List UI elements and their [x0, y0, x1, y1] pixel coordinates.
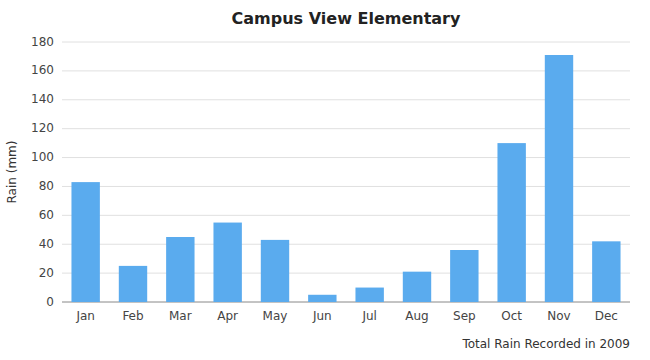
- y-tick-label: 140: [31, 92, 54, 106]
- bar: [166, 237, 194, 302]
- bar: [213, 223, 241, 302]
- bar: [119, 266, 147, 302]
- x-tick-label: Sep: [453, 309, 476, 323]
- y-tick-label: 0: [46, 295, 54, 309]
- y-tick-label: 180: [31, 35, 54, 49]
- bar: [497, 143, 525, 302]
- x-tick-label: Nov: [547, 309, 570, 323]
- bar: [403, 272, 431, 302]
- x-tick-label: Apr: [217, 309, 238, 323]
- y-tick-label: 20: [39, 266, 54, 280]
- x-tick-label: Jun: [312, 309, 332, 323]
- bar: [308, 295, 336, 302]
- bar: [71, 182, 99, 302]
- x-tick-label: Aug: [405, 309, 428, 323]
- y-tick-label: 60: [39, 208, 54, 222]
- grid-line: [62, 42, 630, 43]
- x-tick-label: Dec: [595, 309, 618, 323]
- y-tick-label: 160: [31, 63, 54, 77]
- title: Campus View Elementary: [232, 9, 461, 28]
- bars: [71, 55, 620, 302]
- chart-svg: 0 20 40 60 80 100 120 140 160 180 Jan Feb Mar Apr May J…: [0, 0, 650, 360]
- grid: [62, 42, 630, 302]
- x-tick-label: Mar: [169, 309, 192, 323]
- y-tick-label: 40: [39, 237, 54, 251]
- bar: [261, 240, 289, 302]
- x-tick-label: Jan: [75, 309, 95, 323]
- x-tick-label: May: [263, 309, 288, 323]
- y-axis-label: Rain (mm): [5, 141, 19, 204]
- y-tick-label: 100: [31, 150, 54, 164]
- x-axis-label: Total Rain Recorded in 2009: [461, 337, 630, 351]
- y-tick-label: 80: [39, 179, 54, 193]
- bar: [545, 55, 573, 302]
- bar: [450, 250, 478, 302]
- y-tick-label: 120: [31, 121, 54, 135]
- bar: [355, 288, 383, 302]
- chart-container: 0 20 40 60 80 100 120 140 160 180 Jan Feb Mar Apr May J…: [0, 0, 650, 360]
- x-tick-label: Oct: [501, 309, 522, 323]
- x-tick-label: Feb: [122, 309, 143, 323]
- x-tick-label: Jul: [361, 309, 376, 323]
- bar: [592, 241, 620, 302]
